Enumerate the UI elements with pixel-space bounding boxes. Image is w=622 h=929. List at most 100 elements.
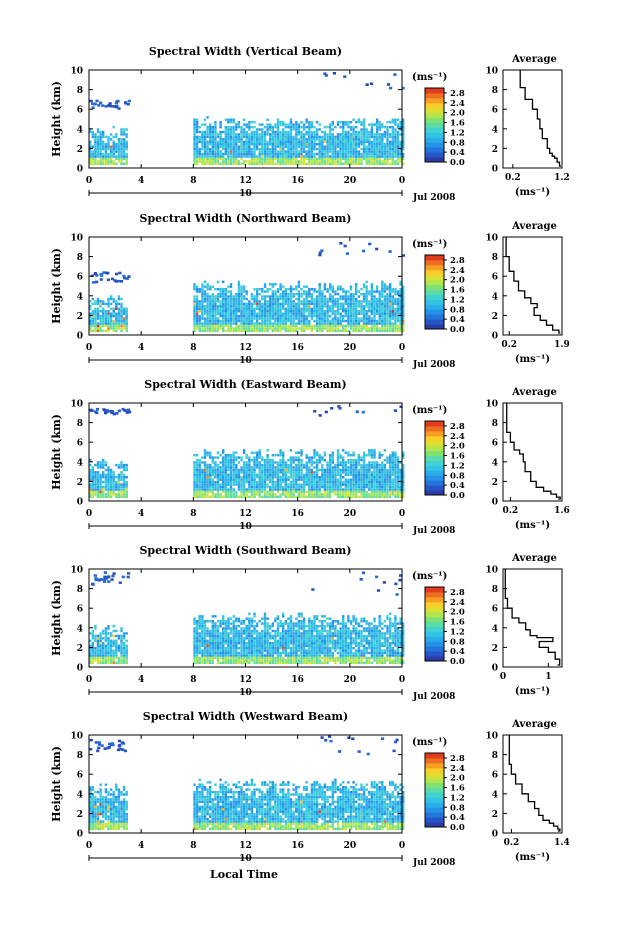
heatmap-cell xyxy=(342,147,345,151)
heatmap-cell xyxy=(232,138,235,141)
heatmap-cell xyxy=(282,458,285,462)
heatmap-cell xyxy=(399,317,402,320)
heatmap-cell xyxy=(99,476,102,479)
heatmap-cell xyxy=(375,493,379,496)
heatmap-cell xyxy=(211,461,214,464)
heatmap-cell xyxy=(269,476,272,479)
heatmap-cell xyxy=(315,319,319,323)
heatmap-cell xyxy=(232,461,235,464)
heatmap-cell xyxy=(381,327,384,330)
heatmap-cell xyxy=(250,297,254,301)
heatmap-cell xyxy=(402,290,405,293)
heatmap-cell xyxy=(269,302,272,306)
heatmap-cell xyxy=(271,473,274,477)
heatmap-cell xyxy=(99,488,102,491)
heatmap-cell xyxy=(112,310,115,313)
heatmap-cell xyxy=(331,143,334,146)
heatmap-cell xyxy=(394,292,397,296)
heatmap-cell xyxy=(263,493,267,496)
heatmap-cell xyxy=(295,305,298,308)
heatmap-cell xyxy=(318,485,321,489)
x-tick-label: 0 xyxy=(399,343,405,353)
heatmap-cell xyxy=(201,155,204,158)
heatmap-cell xyxy=(315,300,319,303)
heatmap-cell xyxy=(315,476,319,479)
heatmap-cell xyxy=(347,483,350,486)
heatmap-cell xyxy=(193,483,196,486)
heatmap-cell xyxy=(378,454,381,457)
heatmap-cell xyxy=(94,646,97,650)
heatmap-cell xyxy=(104,493,108,496)
heatmap-cell xyxy=(224,302,227,306)
heatmap-cell xyxy=(297,138,301,141)
heatmap-cell xyxy=(282,324,285,328)
heatmap-cell xyxy=(203,307,207,311)
heatmap-cell xyxy=(347,143,350,146)
heatmap-cell xyxy=(383,471,387,474)
heatmap-cell xyxy=(274,135,277,139)
heatmap-cell xyxy=(349,138,353,141)
heatmap-cell xyxy=(232,480,235,484)
heatmap-cell xyxy=(96,634,100,638)
heatmap-cell xyxy=(368,143,371,146)
heatmap-cell xyxy=(242,471,246,474)
heatmap-cell xyxy=(284,140,287,144)
heatmap-cell xyxy=(378,480,381,484)
heatmap-cell xyxy=(391,297,394,301)
heatmap-cell xyxy=(365,140,368,144)
heatmap-cell xyxy=(287,143,290,146)
heatmap-cell xyxy=(261,468,264,472)
heatmap-cell xyxy=(381,147,384,151)
heatmap-cell xyxy=(318,253,322,257)
heatmap-cell xyxy=(302,143,306,146)
heatmap-cell xyxy=(120,639,123,643)
heatmap-cell xyxy=(127,275,131,278)
heatmap-cell xyxy=(370,454,374,457)
heatmap-cell xyxy=(352,162,355,166)
heatmap-cell xyxy=(344,300,347,303)
heatmap-cell xyxy=(373,150,376,153)
x-tick-label: 4 xyxy=(138,509,144,519)
heatmap-cell xyxy=(122,324,126,328)
heatmap-cell xyxy=(297,451,301,454)
heatmap-cell xyxy=(305,150,308,153)
heatmap-cell xyxy=(276,312,280,315)
heatmap-cell xyxy=(102,302,105,306)
heatmap-cell xyxy=(263,297,267,301)
heatmap-cell xyxy=(383,493,387,496)
heatmap-cell xyxy=(402,123,405,126)
heatmap-cell xyxy=(402,329,405,333)
heatmap-cell xyxy=(120,493,123,496)
heatmap-cell xyxy=(389,135,392,139)
heatmap-cell xyxy=(386,121,389,124)
heatmap-cell xyxy=(282,478,285,481)
heatmap-cell xyxy=(115,300,118,303)
heatmap-cell xyxy=(331,123,334,126)
heatmap-cell xyxy=(117,476,121,479)
heatmap-cell xyxy=(331,468,334,472)
heatmap-cell xyxy=(344,463,347,467)
heatmap-cell xyxy=(284,471,287,474)
heatmap-cell xyxy=(344,493,347,496)
heatmap-cell xyxy=(269,135,272,139)
heatmap-cell xyxy=(375,495,379,499)
heatmap-cell xyxy=(258,288,261,291)
heatmap-cell xyxy=(329,314,332,318)
heatmap-cell xyxy=(237,456,241,459)
heatmap-cell xyxy=(261,456,264,459)
heatmap-cell xyxy=(289,483,293,486)
heatmap-cell xyxy=(305,483,308,486)
heatmap-cell xyxy=(240,285,243,288)
heatmap-cell xyxy=(389,162,392,166)
heatmap-cell xyxy=(103,409,107,412)
heatmap-cell xyxy=(96,644,100,647)
heatmap-cell xyxy=(334,476,337,479)
heatmap-cell xyxy=(344,160,347,163)
heatmap-cell xyxy=(203,451,207,454)
heatmap-cell xyxy=(362,125,366,129)
heatmap-cell xyxy=(365,490,368,494)
colorbar-swatch xyxy=(425,88,444,94)
heatmap-cell xyxy=(321,152,324,156)
heatmap-cell xyxy=(321,160,324,163)
heatmap-cell xyxy=(329,476,332,479)
